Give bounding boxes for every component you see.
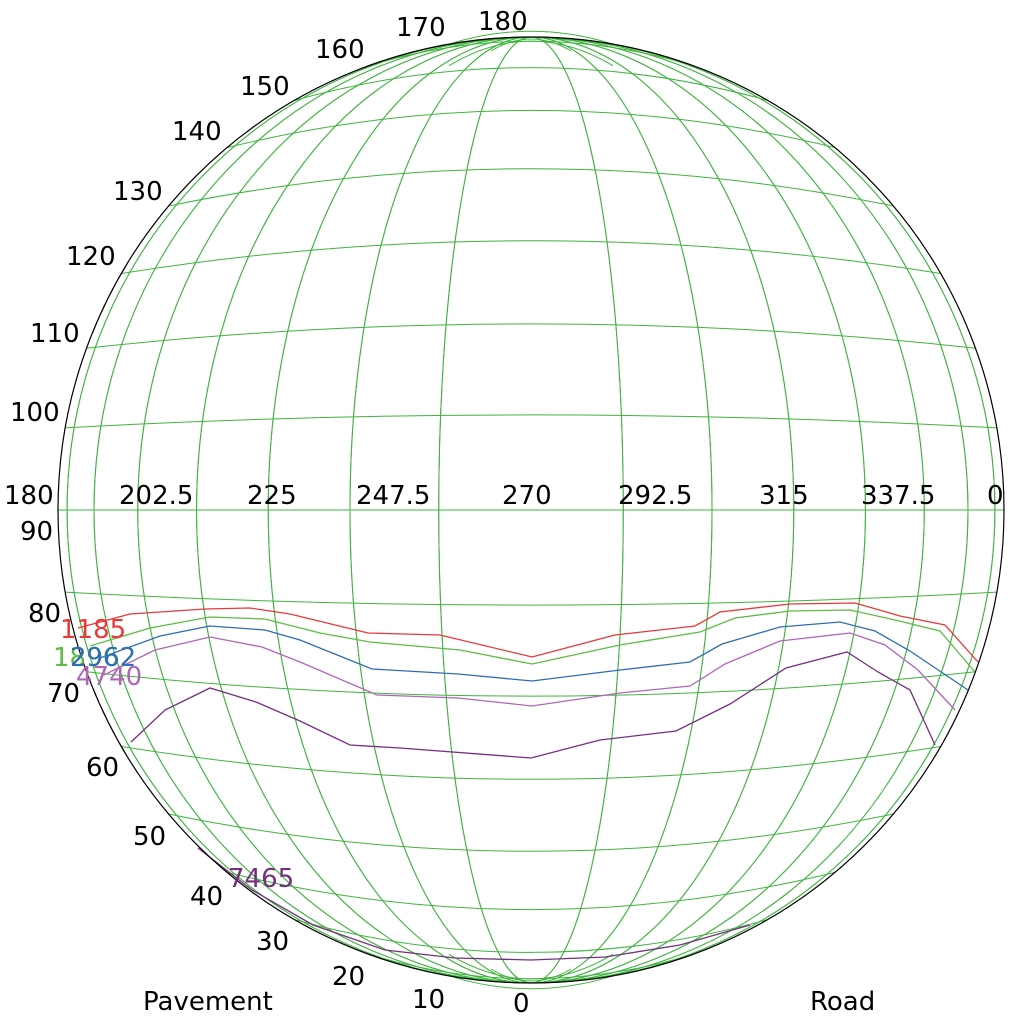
contour-label-4740: 4740 <box>76 662 142 692</box>
grid-parallel <box>226 109 836 149</box>
grid-parallel <box>121 240 941 274</box>
c-plane-label-292-5: 292.5 <box>618 481 692 511</box>
c-plane-label-180: 180 <box>4 481 54 511</box>
gamma-label-40: 40 <box>190 882 223 912</box>
gamma-label-170: 170 <box>396 13 446 43</box>
gamma-label-20: 20 <box>332 962 365 992</box>
grid-pole-ring <box>490 968 572 982</box>
gamma-label-180: 180 <box>478 7 528 37</box>
grid-parallel <box>448 975 614 990</box>
grid-parallel <box>86 323 976 349</box>
grid-parallel <box>65 591 997 606</box>
grid-parallel <box>168 813 894 852</box>
grid-pole-ring <box>448 953 614 980</box>
contour-line-4740 <box>103 632 956 711</box>
c-plane-label-0: 0 <box>987 481 1004 511</box>
contour-line-2962 <box>99 621 969 691</box>
gamma-label-90: 90 <box>20 517 53 547</box>
contour-line-1185 <box>77 602 979 663</box>
isolux-contours <box>77 602 979 961</box>
c-plane-label-270: 270 <box>502 481 552 511</box>
grid-pole-ring <box>448 40 614 67</box>
gamma-label-60: 60 <box>86 753 119 783</box>
gamma-label-100: 100 <box>10 398 60 428</box>
contour-label-1896: 1896 <box>53 643 119 673</box>
grid-parallel <box>65 414 997 429</box>
gamma-label-140: 140 <box>172 117 222 147</box>
grid-parallel <box>294 919 768 953</box>
gamma-label-80: 80 <box>28 599 61 629</box>
c-plane-label-337-5: 337.5 <box>861 481 935 511</box>
grid-parallel <box>121 746 941 780</box>
contour-line-7465 <box>130 651 936 759</box>
gamma-label-50: 50 <box>133 822 166 852</box>
grid-pole-ring <box>490 38 572 52</box>
gamma-label-10: 10 <box>412 985 445 1015</box>
c-plane-label-202-5: 202.5 <box>119 481 193 511</box>
gamma-label-130: 130 <box>113 177 163 207</box>
grid-parallel <box>294 67 768 101</box>
grid-parallel <box>168 168 894 207</box>
gamma-label-120: 120 <box>66 242 116 272</box>
gamma-label-0: 0 <box>513 989 530 1019</box>
gamma-label-30: 30 <box>256 927 289 957</box>
gamma-label-70: 70 <box>47 679 80 709</box>
road-label: Road <box>810 987 875 1017</box>
pavement-label: Pavement <box>143 987 273 1017</box>
contour-line-7465-outer <box>197 847 751 961</box>
contour-label-1185: 1185 <box>60 615 126 645</box>
contour-label-2962: 2962 <box>70 643 136 673</box>
gamma-label-150: 150 <box>240 72 290 102</box>
grid-parallel <box>226 871 836 911</box>
contour-label-7465: 7465 <box>228 864 294 894</box>
c-plane-label-315: 315 <box>759 481 809 511</box>
c-plane-label-225: 225 <box>247 481 297 511</box>
contour-line-1896 <box>89 609 976 673</box>
outer-circle <box>57 36 1005 984</box>
gamma-label-110: 110 <box>30 319 80 349</box>
c-plane-label-247-5: 247.5 <box>356 481 430 511</box>
grid-parallel <box>86 671 976 697</box>
grid-parallel <box>448 30 614 45</box>
gamma-label-160: 160 <box>315 35 365 65</box>
